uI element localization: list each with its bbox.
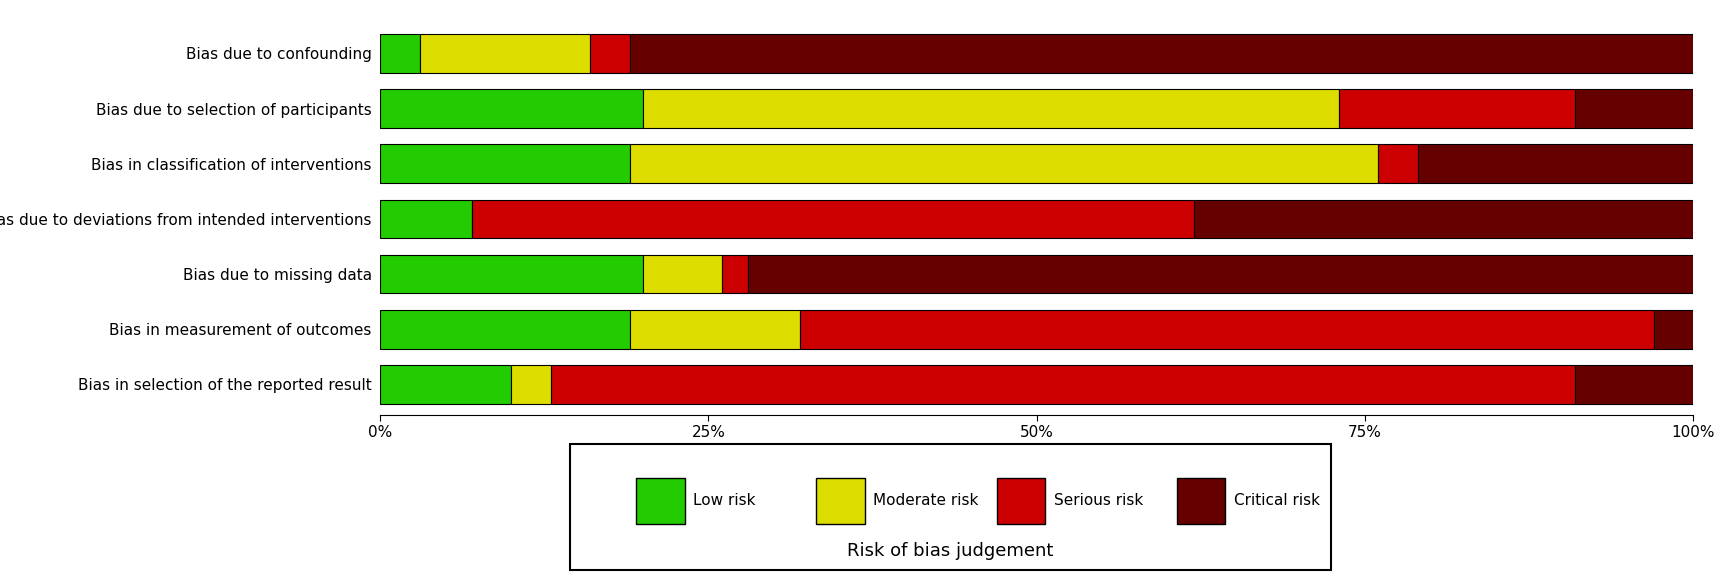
Bar <box>629 34 1693 73</box>
Bar <box>380 89 643 128</box>
Bar <box>629 145 1379 183</box>
Bar <box>380 145 629 183</box>
Bar <box>380 199 472 238</box>
Bar <box>591 34 629 73</box>
Bar <box>1417 145 1693 183</box>
Bar <box>1339 89 1576 128</box>
Bar <box>722 255 748 293</box>
Bar <box>643 89 1339 128</box>
Bar <box>472 199 1194 238</box>
Bar <box>420 34 591 73</box>
Bar <box>1576 89 1693 128</box>
Bar <box>380 34 420 73</box>
Bar <box>380 310 629 348</box>
Text: Serious risk: Serious risk <box>1054 493 1142 508</box>
Bar <box>1576 365 1693 404</box>
Text: Moderate risk: Moderate risk <box>873 493 978 508</box>
Text: Risk of bias judgement: Risk of bias judgement <box>847 542 1054 560</box>
Text: Low risk: Low risk <box>693 493 755 508</box>
Bar <box>1194 199 1693 238</box>
Bar <box>380 255 643 293</box>
Text: Critical risk: Critical risk <box>1234 493 1320 508</box>
Bar <box>748 255 1693 293</box>
Bar <box>1654 310 1693 348</box>
Bar <box>551 365 1576 404</box>
Bar <box>1379 145 1417 183</box>
Bar <box>629 310 800 348</box>
Bar <box>800 310 1654 348</box>
Bar <box>511 365 551 404</box>
Bar <box>643 255 722 293</box>
Bar <box>380 365 511 404</box>
